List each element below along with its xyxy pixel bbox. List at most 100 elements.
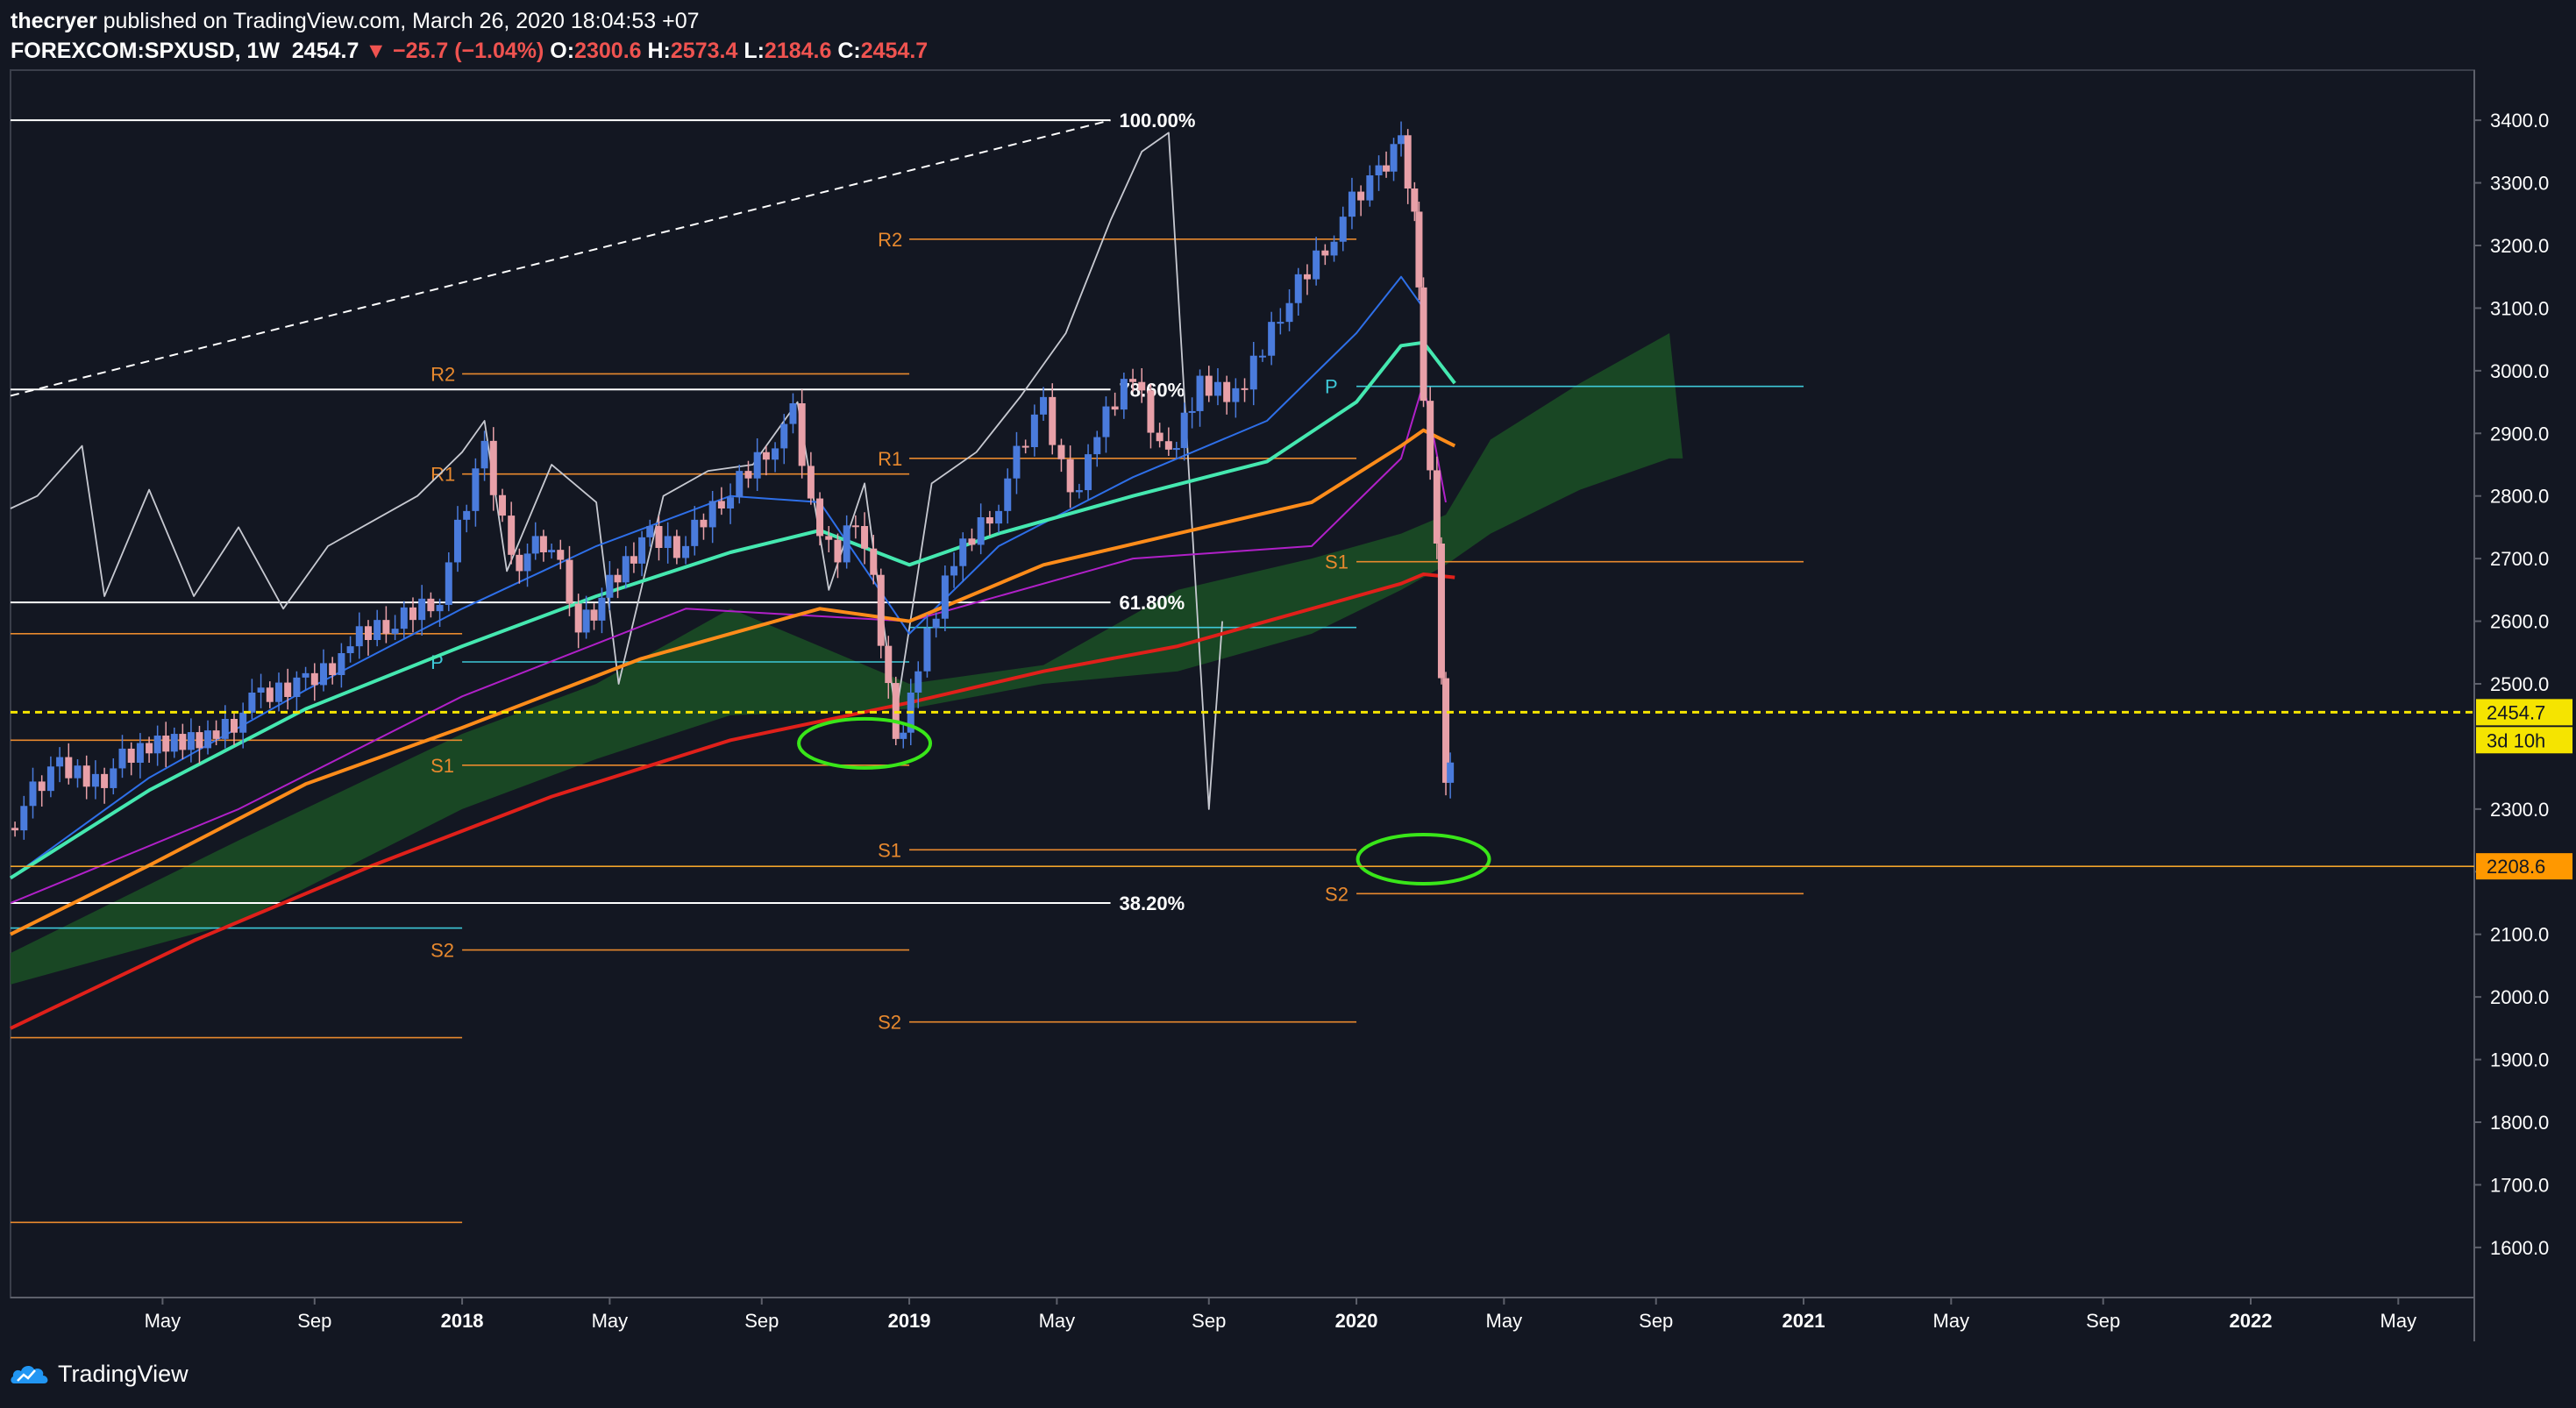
candle bbox=[1156, 423, 1163, 448]
candle bbox=[582, 595, 590, 639]
candle bbox=[708, 491, 716, 544]
candle-body bbox=[1120, 379, 1128, 410]
series-ma_teal bbox=[9, 340, 1456, 880]
candle bbox=[1268, 311, 1276, 366]
x-tick-label-9: May bbox=[1486, 1310, 1523, 1332]
candle-body bbox=[574, 603, 582, 633]
fib-trend-line bbox=[10, 119, 1111, 397]
candle-body bbox=[101, 773, 109, 788]
candle-body bbox=[708, 501, 716, 528]
candle bbox=[1321, 244, 1329, 266]
candle-body bbox=[82, 765, 90, 787]
candle-body bbox=[1313, 250, 1320, 280]
candle bbox=[1303, 264, 1311, 295]
candle-body bbox=[1357, 191, 1365, 201]
candle bbox=[212, 720, 220, 745]
candle-body bbox=[91, 773, 99, 787]
plot-border bbox=[10, 69, 2475, 1298]
candles bbox=[11, 121, 1455, 840]
annotation-green-circle-0 bbox=[797, 716, 933, 770]
candle bbox=[1437, 537, 1445, 685]
candle bbox=[736, 465, 744, 504]
candle bbox=[101, 767, 109, 804]
candle bbox=[338, 643, 345, 688]
candle-body bbox=[1339, 217, 1347, 242]
y-tick-label-2: 3200.0 bbox=[2490, 235, 2549, 257]
candle bbox=[523, 544, 531, 587]
price-axis[interactable]: 3400.0 3300.0 3200.0 3100.0 3000.0 2900.0 2800… bbox=[11, 110, 2572, 1259]
candle bbox=[266, 681, 274, 708]
candle-body bbox=[1277, 322, 1284, 324]
candle-body bbox=[941, 575, 949, 619]
candle-body bbox=[630, 556, 637, 564]
candle bbox=[870, 535, 878, 585]
candle bbox=[20, 795, 28, 840]
price-badge-label-countdown: 3d 10h bbox=[2487, 729, 2545, 751]
candle bbox=[56, 747, 64, 783]
candle-body bbox=[204, 730, 212, 749]
brand-name[interactable]: TradingView bbox=[58, 1361, 189, 1387]
candle-body bbox=[1294, 274, 1302, 303]
candle bbox=[1390, 138, 1398, 181]
symbol-name[interactable]: FOREXCOM:SPXUSD, 1W bbox=[11, 39, 280, 63]
y-tick-label-0: 3400.0 bbox=[2490, 110, 2549, 132]
candle-body bbox=[1040, 396, 1048, 415]
x-tick-label-0: May bbox=[145, 1310, 181, 1332]
candle-body bbox=[1066, 459, 1074, 493]
candle bbox=[427, 592, 435, 618]
candle-body bbox=[843, 525, 850, 563]
candle-body bbox=[463, 510, 471, 520]
y-tick-label-6: 2800.0 bbox=[2490, 486, 2549, 508]
candle bbox=[816, 492, 824, 546]
candle-body bbox=[445, 562, 452, 605]
publish-line: thecryer published on TradingView.com, M… bbox=[11, 9, 700, 34]
candle bbox=[364, 620, 372, 656]
indicator-lines bbox=[9, 132, 1456, 1030]
candle bbox=[1075, 483, 1083, 499]
candle-body bbox=[1075, 490, 1083, 493]
candle bbox=[319, 649, 327, 692]
candle-body bbox=[329, 663, 337, 675]
candle bbox=[762, 445, 770, 476]
candle-body bbox=[418, 598, 426, 621]
candle-body bbox=[162, 736, 170, 752]
price-badge-low bbox=[2476, 853, 2572, 880]
candle-body bbox=[355, 626, 363, 647]
candle-body bbox=[914, 671, 922, 693]
y-tick-label-4: 3000.0 bbox=[2490, 360, 2549, 382]
candle bbox=[418, 585, 426, 636]
candle bbox=[807, 452, 815, 505]
candle-body bbox=[1268, 322, 1276, 356]
x-tick-label-7: Sep bbox=[1192, 1310, 1226, 1332]
candle bbox=[932, 612, 940, 638]
candle-body bbox=[1180, 412, 1188, 449]
candle-body bbox=[364, 626, 372, 640]
last-price: 2454.7 bbox=[291, 39, 359, 63]
candle-body bbox=[1383, 165, 1391, 172]
candle bbox=[753, 438, 761, 491]
tradingview-logo-icon[interactable] bbox=[9, 1359, 51, 1390]
candle-body bbox=[427, 598, 435, 612]
candle-body bbox=[664, 536, 672, 548]
candle-body bbox=[1241, 388, 1249, 390]
level-label-10: S1 bbox=[878, 839, 901, 861]
candle-body bbox=[1138, 381, 1146, 391]
candle-body bbox=[1057, 444, 1065, 459]
candle bbox=[91, 760, 99, 800]
author-name[interactable]: thecryer bbox=[11, 9, 97, 33]
candle bbox=[1357, 185, 1365, 217]
candle bbox=[1285, 289, 1293, 331]
time-axis[interactable]: May Sep 2018 May Sep 2019 May Sep 2020 May Sep 2021… bbox=[145, 1298, 2416, 1332]
candle-body bbox=[995, 510, 1003, 524]
candle bbox=[1404, 129, 1412, 204]
candle bbox=[914, 661, 922, 708]
candle bbox=[170, 727, 178, 758]
candle bbox=[646, 519, 654, 547]
candle bbox=[630, 542, 637, 573]
candle-body bbox=[1232, 388, 1240, 402]
candle bbox=[453, 506, 461, 572]
candle-body bbox=[780, 423, 788, 449]
candle bbox=[1085, 444, 1092, 500]
candle-body bbox=[950, 565, 958, 576]
